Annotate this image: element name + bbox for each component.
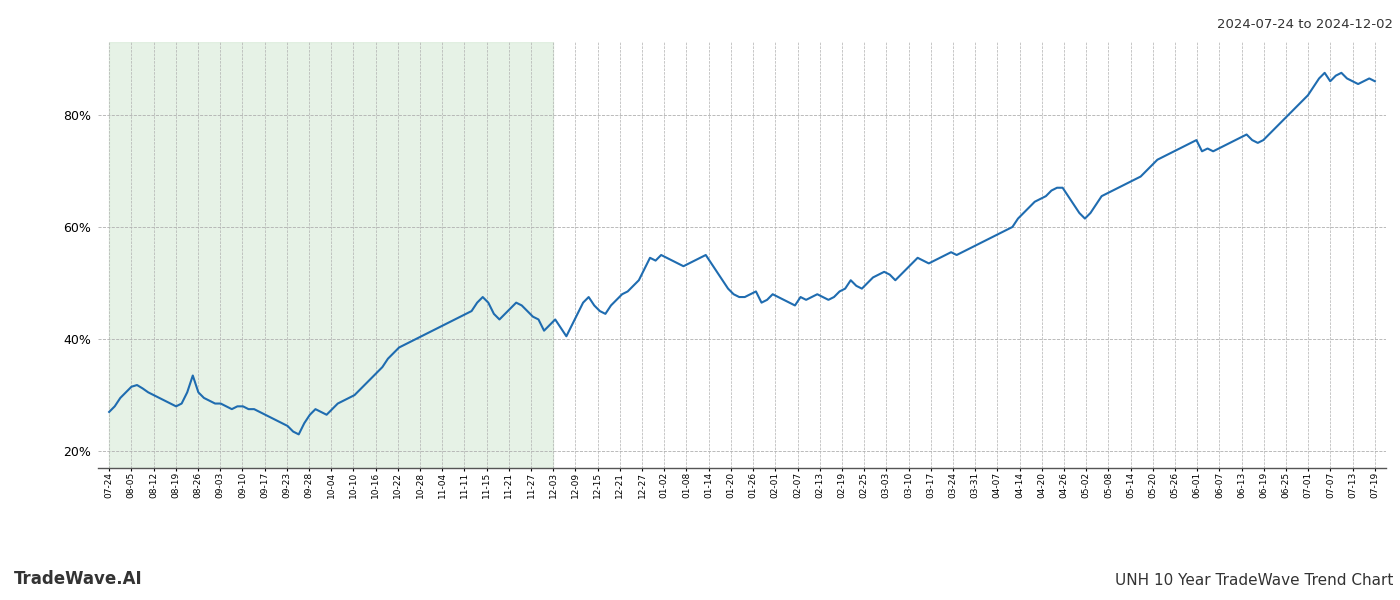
Text: 2024-07-24 to 2024-12-02: 2024-07-24 to 2024-12-02: [1217, 18, 1393, 31]
Bar: [109, 42, 553, 468]
Text: UNH 10 Year TradeWave Trend Chart: UNH 10 Year TradeWave Trend Chart: [1114, 573, 1393, 588]
Text: TradeWave.AI: TradeWave.AI: [14, 570, 143, 588]
